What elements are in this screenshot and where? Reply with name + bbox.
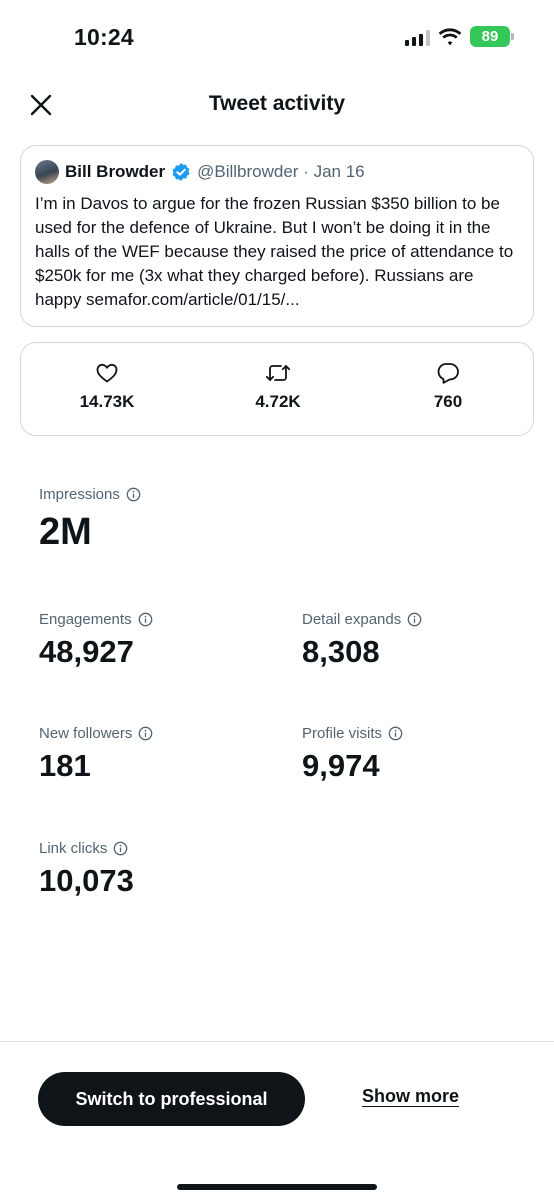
- info-icon[interactable]: [126, 487, 141, 502]
- profile-visits-value: 9,974: [302, 748, 380, 783]
- likes-count: 14.73K: [79, 392, 135, 411]
- retweets-count: 4.72K: [255, 392, 301, 411]
- reply-icon: [437, 363, 459, 384]
- wifi-icon: [438, 27, 462, 45]
- detail-expands-value: 8,308: [302, 634, 380, 669]
- tweet-text: I’m in Davos to argue for the frozen Rus…: [35, 194, 514, 309]
- replies-stat: 760: [388, 361, 508, 412]
- show-more-link[interactable]: Show more: [362, 1086, 460, 1106]
- engagement-summary-card: 14.73K 4.72K 760: [20, 342, 534, 436]
- profile-visits-label: Profile visits: [302, 725, 383, 742]
- info-icon[interactable]: [138, 612, 153, 627]
- page-title: Tweet activity: [208, 92, 346, 115]
- impressions-value: 2M: [39, 511, 92, 553]
- metric-detail-expands: Detail expands 8,308: [302, 611, 422, 670]
- info-icon[interactable]: [113, 841, 128, 856]
- switch-to-professional-button[interactable]: Switch to professional: [38, 1072, 305, 1126]
- link-clicks-label: Link clicks: [39, 840, 108, 857]
- retweet-icon: [265, 365, 291, 381]
- verified-badge-icon: [171, 162, 191, 182]
- author-name[interactable]: Bill Browder: [65, 162, 166, 181]
- tweet-card[interactable]: Bill Browder @Billbrowder · Jan 16 I’m i…: [20, 145, 534, 327]
- footer-divider: [0, 1041, 554, 1042]
- replies-count: 760: [433, 392, 463, 411]
- tweet-header: Bill Browder @Billbrowder · Jan 16: [35, 160, 519, 184]
- battery-charging-icon: 89: [470, 26, 514, 47]
- retweets-stat: 4.72K: [218, 361, 338, 412]
- impressions-label: Impressions: [39, 486, 120, 503]
- engagements-label: Engagements: [39, 611, 132, 628]
- home-indicator[interactable]: [177, 1184, 377, 1190]
- heart-icon: [96, 363, 118, 383]
- close-button[interactable]: [28, 92, 54, 118]
- engagements-value: 48,927: [39, 634, 134, 669]
- battery-level: 89: [481, 28, 499, 45]
- new-followers-label: New followers: [39, 725, 133, 742]
- cellular-signal-icon: [405, 28, 430, 46]
- metric-engagements: Engagements 48,927: [39, 611, 153, 670]
- info-icon[interactable]: [407, 612, 422, 627]
- close-icon: [30, 94, 52, 116]
- link-clicks-value: 10,073: [39, 863, 134, 898]
- metric-impressions: Impressions 2M: [39, 486, 141, 554]
- info-icon[interactable]: [138, 726, 153, 741]
- new-followers-value: 181: [39, 748, 91, 783]
- avatar[interactable]: [35, 160, 59, 184]
- status-time: 10:24: [74, 24, 134, 50]
- author-handle-date: @Billbrowder · Jan 16: [197, 162, 365, 181]
- info-icon[interactable]: [388, 726, 403, 741]
- metric-link-clicks: Link clicks 10,073: [39, 840, 134, 899]
- detail-expands-label: Detail expands: [302, 611, 402, 628]
- status-icons: 89: [405, 26, 514, 47]
- likes-stat: 14.73K: [47, 361, 167, 412]
- metric-new-followers: New followers 181: [39, 725, 153, 784]
- metric-profile-visits: Profile visits 9,974: [302, 725, 403, 784]
